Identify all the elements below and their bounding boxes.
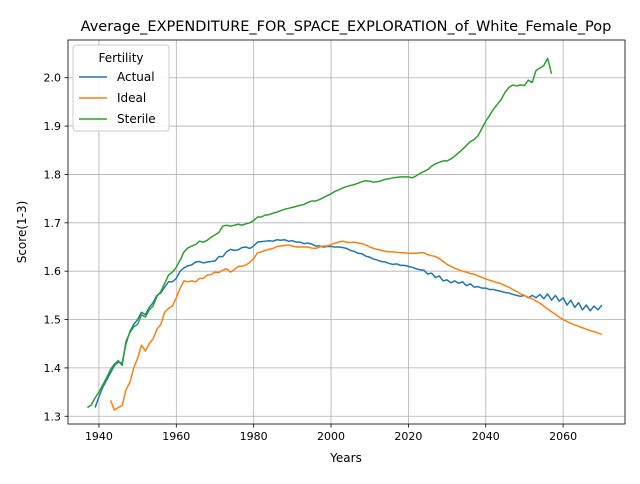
legend-box [72, 44, 170, 132]
legend-label-actual: Actual [117, 70, 155, 84]
grid-lines [68, 40, 625, 424]
x-axis-label: Years [329, 451, 362, 465]
x-axis: 1940 1960 1980 2000 2020 2040 2060 [85, 424, 577, 443]
y-tick-label: 1.8 [44, 168, 62, 181]
y-axis: 1.3 1.4 1.5 1.6 1.7 1.8 1.9 2.0 [44, 72, 68, 423]
chart-title: Average_EXPENDITURE_FOR_SPACE_EXPLORATIO… [81, 19, 612, 35]
x-tick-label: 2040 [472, 430, 500, 443]
legend: Fertility Actual Ideal Sterile [72, 44, 170, 132]
series-line-sterile [86, 57, 553, 409]
x-tick-label: 2060 [549, 430, 577, 443]
y-tick-label: 1.9 [44, 120, 62, 133]
x-tick-label: 1980 [240, 430, 268, 443]
y-tick-label: 1.5 [44, 314, 62, 327]
x-tick-label: 1940 [85, 430, 113, 443]
x-tick-label: 2020 [394, 430, 422, 443]
x-tick-label: 2000 [317, 430, 345, 443]
legend-title: Fertility [98, 51, 143, 65]
y-tick-label: 1.7 [44, 217, 62, 230]
y-tick-label: 1.4 [44, 362, 62, 375]
legend-label-ideal: Ideal [117, 91, 146, 105]
series-line-ideal [109, 240, 603, 411]
y-tick-label: 1.6 [44, 265, 62, 278]
series-line-actual [94, 238, 603, 408]
y-axis-label: Score(1-3) [15, 201, 29, 264]
y-tick-label: 1.3 [44, 410, 62, 423]
y-tick-label: 2.0 [44, 72, 62, 85]
plot-frame [67, 39, 626, 425]
series-layer [86, 57, 603, 411]
legend-label-sterile: Sterile [117, 112, 156, 126]
x-tick-label: 1960 [162, 430, 190, 443]
